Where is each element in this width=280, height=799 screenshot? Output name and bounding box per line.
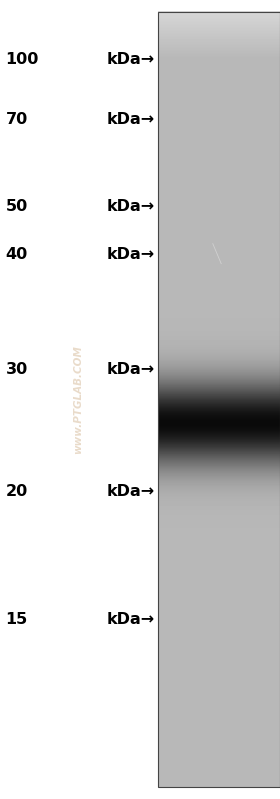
Text: 50: 50 — [6, 199, 28, 213]
Text: kDa→: kDa→ — [106, 612, 155, 626]
Text: 40: 40 — [6, 247, 28, 261]
Text: kDa→: kDa→ — [106, 484, 155, 499]
Text: 15: 15 — [6, 612, 28, 626]
Bar — [158, 12, 280, 787]
Text: www.PTGLAB.COM: www.PTGLAB.COM — [73, 345, 83, 454]
Text: 100: 100 — [6, 53, 39, 67]
Text: 30: 30 — [6, 362, 28, 376]
Text: kDa→: kDa→ — [106, 113, 155, 127]
Text: 70: 70 — [6, 113, 28, 127]
Text: kDa→: kDa→ — [106, 53, 155, 67]
Text: kDa→: kDa→ — [106, 199, 155, 213]
Text: kDa→: kDa→ — [106, 362, 155, 376]
Text: 20: 20 — [6, 484, 28, 499]
Text: kDa→: kDa→ — [106, 247, 155, 261]
